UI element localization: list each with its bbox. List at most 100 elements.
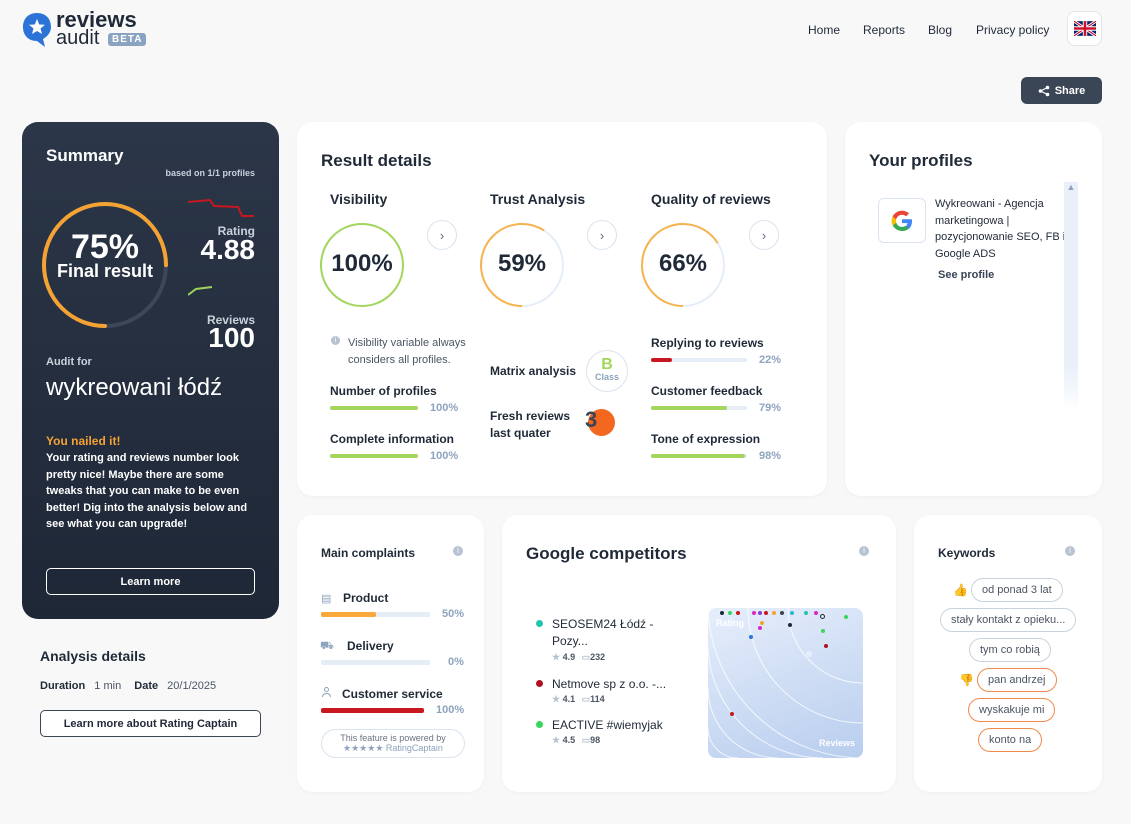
chart-y-label: Rating (716, 618, 744, 628)
keyword-tag[interactable]: pan andrzej (977, 668, 1057, 692)
fresh-label: Fresh reviews last quater (490, 409, 571, 440)
visibility-ring (320, 223, 404, 307)
chart-point (824, 644, 828, 648)
quality-pct: 66% (658, 250, 708, 277)
google-icon (891, 210, 912, 231)
beta-badge: BETA (108, 33, 147, 46)
feedback-pct: 79% (759, 402, 782, 414)
complaints-title: Main complaints (321, 546, 416, 560)
chart-point (764, 611, 768, 615)
info-icon[interactable]: i (453, 546, 463, 556)
complete-info-label: Complete information (330, 432, 455, 446)
visibility-note: Visibility variable always considers all… (348, 337, 466, 366)
final-result-ring (42, 202, 168, 328)
summary-title: Summary (46, 146, 124, 165)
analysis-title: Analysis details (40, 648, 146, 664)
feedback-bar (651, 406, 747, 410)
competitor-stats: ★ 4.9 ▭232 (552, 652, 605, 663)
competitor-reviews: 232 (590, 652, 606, 662)
competitor-name: Netmove sp z o.o. -... (552, 677, 667, 691)
replying-label: Replying to reviews (651, 336, 764, 350)
competitor-stats: ★ 4.1 ▭114 (552, 694, 605, 705)
matrix-grade: B (601, 356, 613, 373)
competitor-stats: ★ 4.5 ▭98 (552, 735, 600, 746)
chart-point (780, 611, 784, 615)
competitor-rating: 4.9 (562, 652, 576, 662)
nav-privacy[interactable]: Privacy policy (976, 23, 1050, 37)
final-result-pct: 75% (70, 228, 140, 266)
chart-point (821, 629, 825, 633)
profiles-scrollbar[interactable]: ▲ (1064, 182, 1078, 412)
language-button[interactable] (1067, 11, 1102, 46)
audit-for-value: wykreowani łódź (46, 374, 223, 401)
powered-line1: This feature is powered by (340, 733, 446, 743)
quality-next-button[interactable]: › (749, 220, 779, 250)
nav-blog[interactable]: Blog (928, 23, 953, 37)
see-profile-link[interactable]: See profile (938, 269, 995, 281)
box-icon: ▤ (321, 593, 332, 605)
chart-point (790, 611, 794, 615)
info-icon[interactable]: i (1065, 546, 1075, 556)
profiles-count-bar (330, 406, 418, 410)
chart-x-label: Reviews (818, 738, 855, 748)
summary-based-on: based on 1/1 profiles (165, 168, 255, 178)
rating-captain-button[interactable]: Learn more about Rating Captain (40, 710, 261, 737)
feedback-label: Customer feedback (651, 384, 763, 398)
visibility-next-button[interactable]: › (427, 220, 457, 250)
star-icon: ★ (552, 735, 561, 745)
competitor-dot (536, 680, 543, 687)
complaint-service-pct: 100% (436, 704, 465, 716)
trust-next-button[interactable]: › (587, 220, 617, 250)
visibility-pct: 100% (331, 250, 393, 277)
chevron-right-icon: › (439, 227, 445, 243)
trust-pct: 59% (497, 250, 547, 277)
share-button[interactable]: Share (1021, 77, 1102, 104)
info-icon[interactable]: i (859, 546, 869, 556)
keyword-tag[interactable]: wyskakuje mi (968, 698, 1056, 722)
fresh-badge (588, 409, 615, 436)
chart-point (772, 611, 776, 615)
chart-point (730, 712, 734, 716)
info-icon: i (331, 336, 340, 345)
keywords-title: Keywords (938, 546, 996, 560)
chart-point (758, 611, 762, 615)
powered-line2: ★★★★★ RatingCaptain (343, 743, 443, 753)
chart-point (752, 611, 756, 615)
reviews-sparkline (188, 286, 213, 296)
date-label: Date (134, 680, 159, 692)
reviews-value: 100 (208, 322, 255, 353)
chart-point (720, 611, 724, 615)
complaint-service-label: Customer service (342, 687, 443, 701)
complaint-delivery-bar (321, 660, 430, 665)
trust-ring (480, 223, 564, 307)
chart-point (728, 611, 732, 615)
learn-more-button[interactable]: Learn more (46, 568, 255, 595)
logo[interactable]: reviews audit BETA (22, 7, 147, 50)
keyword-tag[interactable]: od ponad 3 lat (971, 578, 1063, 602)
nav-reports[interactable]: Reports (863, 23, 906, 37)
keyword-tag[interactable]: stały kontakt z opieku... (940, 608, 1077, 632)
profile-item[interactable]: Wykreowani - Agencja marketingowa | pozy… (878, 198, 1068, 298)
rating-sparkline (188, 198, 254, 217)
chart-point (804, 611, 808, 615)
competitors-title: Google competitors (526, 544, 687, 563)
competitor-name: SEOSEM24 Łódź - Pozy... (552, 617, 654, 648)
nailed-title: You nailed it! (46, 434, 121, 448)
tone-bar (651, 454, 747, 458)
profiles-title: Your profiles (869, 151, 973, 170)
competitor-dot (536, 620, 543, 627)
competitor-reviews: 98 (590, 735, 601, 745)
competitor-rating: 4.1 (562, 694, 576, 704)
complaint-product-bar (321, 612, 430, 617)
chart-point (820, 614, 825, 619)
nav-home[interactable]: Home (808, 23, 841, 37)
chevron-right-icon: › (761, 227, 767, 243)
chart-point (760, 621, 764, 625)
reviews-label: Reviews (206, 313, 255, 327)
profiles-count-label: Number of profiles (330, 384, 437, 398)
keyword-tag[interactable]: tym co robią (969, 638, 1051, 662)
matrix-class: Class (594, 372, 620, 382)
date-value: 20/1/2025 (167, 680, 217, 692)
keyword-tag[interactable]: konto na (978, 728, 1043, 752)
powered-badge[interactable]: This feature is powered by ★★★★★ RatingC… (321, 729, 465, 758)
